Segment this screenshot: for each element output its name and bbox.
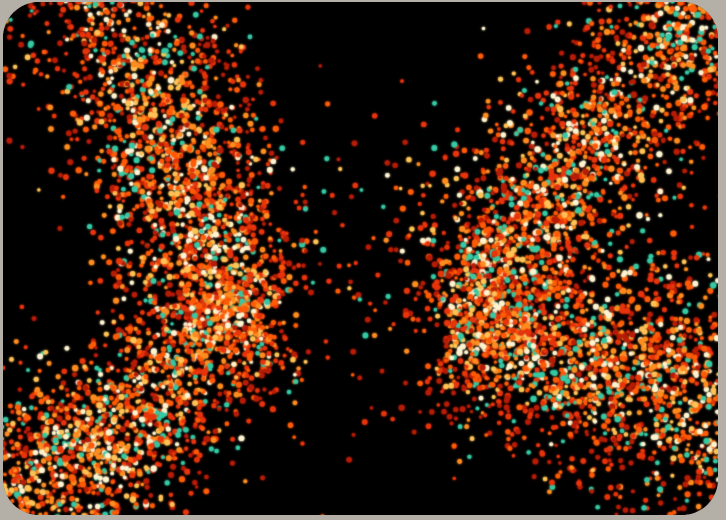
- particle-scatter-canvas: [3, 2, 718, 515]
- particle-canvas-frame: [3, 2, 718, 515]
